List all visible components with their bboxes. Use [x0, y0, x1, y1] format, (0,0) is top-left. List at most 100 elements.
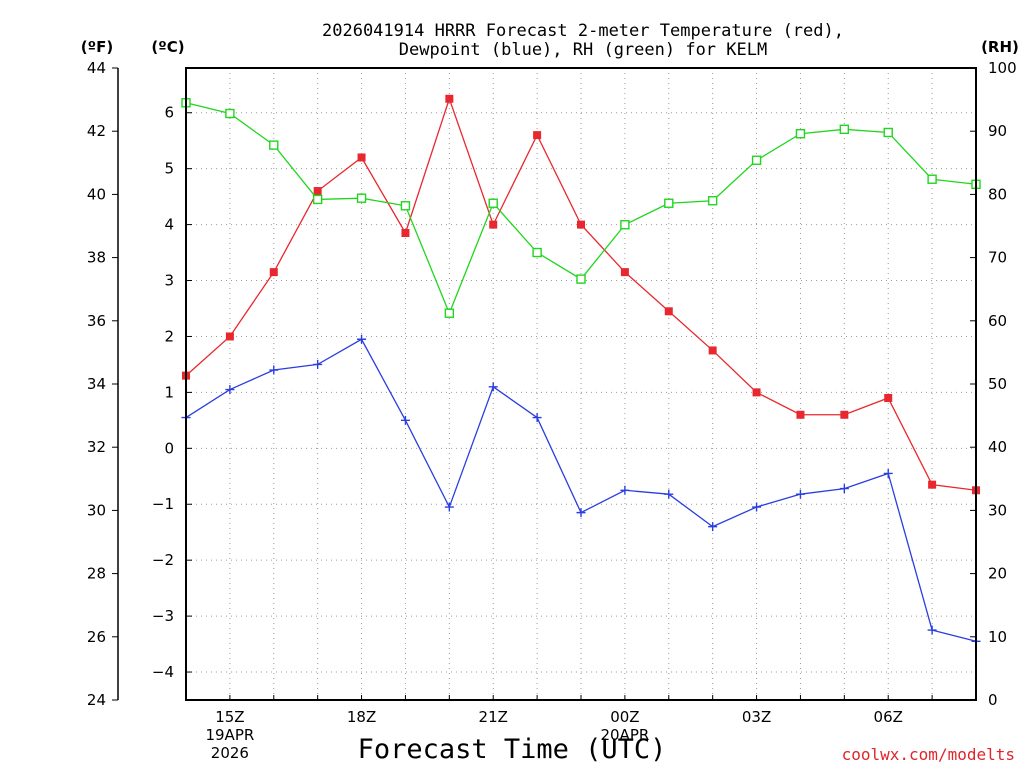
celsius-tick-label: 1 — [164, 383, 174, 401]
2-meter-temperature-point — [445, 94, 454, 103]
2-meter-temperature-point — [620, 268, 629, 277]
rh-point — [269, 140, 279, 150]
rh-point — [356, 193, 367, 203]
celsius-tick-label: 0 — [164, 439, 174, 457]
rh-point — [400, 201, 411, 211]
rh-point — [312, 194, 323, 205]
rh-tick-label: 0 — [988, 691, 998, 709]
dewpoint-point — [620, 485, 630, 495]
celsius-tick-label: 4 — [164, 216, 174, 234]
fahrenheit-unit-label: (ºF) — [81, 38, 113, 56]
dewpoint-point — [839, 484, 849, 494]
fahrenheit-tick-label: 34 — [87, 375, 106, 393]
x-tick-label: 19APR — [205, 726, 254, 744]
celsius-tick-label: −2 — [152, 551, 174, 569]
2-meter-temperature-point — [401, 228, 410, 237]
celsius-tick-label: 3 — [164, 272, 174, 290]
2-meter-temperature-point — [884, 393, 893, 402]
rh-tick-label: 90 — [988, 122, 1007, 140]
dewpoint-point — [883, 468, 893, 478]
2-meter-temperature-point — [357, 153, 366, 162]
dewpoint-point — [400, 415, 410, 425]
fahrenheit-tick-label: 42 — [87, 122, 106, 140]
rh-point — [532, 247, 542, 258]
celsius-tick-label: 6 — [164, 104, 174, 122]
plot-frame — [185, 67, 977, 701]
rh-point — [488, 198, 498, 208]
2-meter-temperature-point — [840, 410, 849, 419]
2-meter-temperature-point — [708, 346, 717, 355]
rh-tick-label: 40 — [988, 438, 1007, 456]
fahrenheit-tick-label: 26 — [87, 628, 106, 646]
rh-tick-label: 80 — [988, 185, 1007, 203]
dewpoint-point — [488, 382, 498, 392]
data-series — [181, 94, 981, 646]
gridlines — [185, 68, 977, 700]
2-meter-temperature-point — [928, 480, 937, 489]
2-meter-temperature-point — [752, 388, 761, 397]
celsius-tick-label: 5 — [164, 160, 174, 178]
2-meter-temperature-line — [185, 96, 977, 491]
dewpoint-point — [664, 489, 674, 499]
dewpoint-point — [576, 508, 586, 518]
fahrenheit-tick-label: 32 — [87, 438, 106, 456]
fahrenheit-tick-label: 24 — [87, 691, 106, 709]
axes: −4−3−2−101234562426283032343638404244010… — [87, 59, 1017, 762]
x-tick-label: 15Z — [215, 708, 244, 726]
rh-tick-label: 20 — [988, 565, 1007, 583]
celsius-tick-label: −3 — [152, 607, 174, 625]
credit-text: coolwx.com/modelts — [842, 745, 1015, 764]
fahrenheit-tick-label: 36 — [87, 312, 106, 330]
fahrenheit-tick-label: 30 — [87, 501, 106, 519]
rh-point — [839, 124, 850, 135]
dewpoint-point — [357, 334, 367, 344]
2-meter-temperature-point — [225, 332, 234, 341]
dewpoint-point — [313, 359, 323, 369]
celsius-tick-label: −1 — [152, 495, 174, 513]
fahrenheit-tick-label: 40 — [87, 185, 106, 203]
dewpoint-point — [795, 489, 805, 499]
x-tick-label: 00Z — [610, 708, 639, 726]
x-tick-label: 03Z — [742, 708, 771, 726]
rh-point — [927, 174, 937, 184]
rh-unit-label: (RH) — [981, 38, 1019, 56]
chart-title-line2: Dewpoint (blue), RH (green) for KELM — [399, 40, 767, 60]
rh-point — [620, 220, 630, 230]
rh-point — [707, 196, 718, 206]
x-tick-label: 18Z — [347, 708, 376, 726]
2-meter-temperature-point — [313, 187, 322, 196]
dewpoint-point — [269, 365, 279, 375]
dewpoint-point — [752, 502, 762, 512]
2-meter-temperature-point — [489, 220, 498, 229]
dewpoint-line — [185, 338, 977, 642]
2-meter-temperature-point — [269, 268, 278, 277]
rh-tick-label: 70 — [988, 249, 1007, 267]
rh-tick-label: 30 — [988, 501, 1007, 519]
celsius-tick-label: −4 — [152, 663, 174, 681]
2-meter-temperature-point — [796, 410, 805, 419]
rh-tick-label: 10 — [988, 628, 1007, 646]
rh-point — [795, 129, 806, 139]
x-tick-label: 06Z — [874, 708, 903, 726]
x-axis-label: Forecast Time (UTC) — [358, 734, 667, 765]
rh-point — [576, 274, 586, 284]
rh-tick-label: 60 — [988, 312, 1007, 330]
fahrenheit-tick-label: 44 — [87, 59, 106, 77]
celsius-tick-label: 2 — [164, 327, 174, 345]
fahrenheit-tick-label: 38 — [87, 249, 106, 267]
dewpoint-point — [708, 522, 718, 532]
rh-point — [225, 108, 235, 119]
x-tick-label: 21Z — [479, 708, 508, 726]
rh-tick-label: 100 — [988, 59, 1017, 77]
x-tick-label: 2026 — [211, 744, 249, 762]
dewpoint-point — [444, 502, 454, 512]
x-tick-label: 20APR — [600, 726, 649, 744]
dewpoint-point — [225, 385, 235, 395]
2-meter-temperature-point — [533, 131, 542, 140]
rh-tick-label: 50 — [988, 375, 1007, 393]
rh-point — [664, 198, 674, 208]
rh-point — [444, 308, 455, 318]
dewpoint-point — [532, 413, 542, 423]
dewpoint-point — [927, 625, 937, 635]
